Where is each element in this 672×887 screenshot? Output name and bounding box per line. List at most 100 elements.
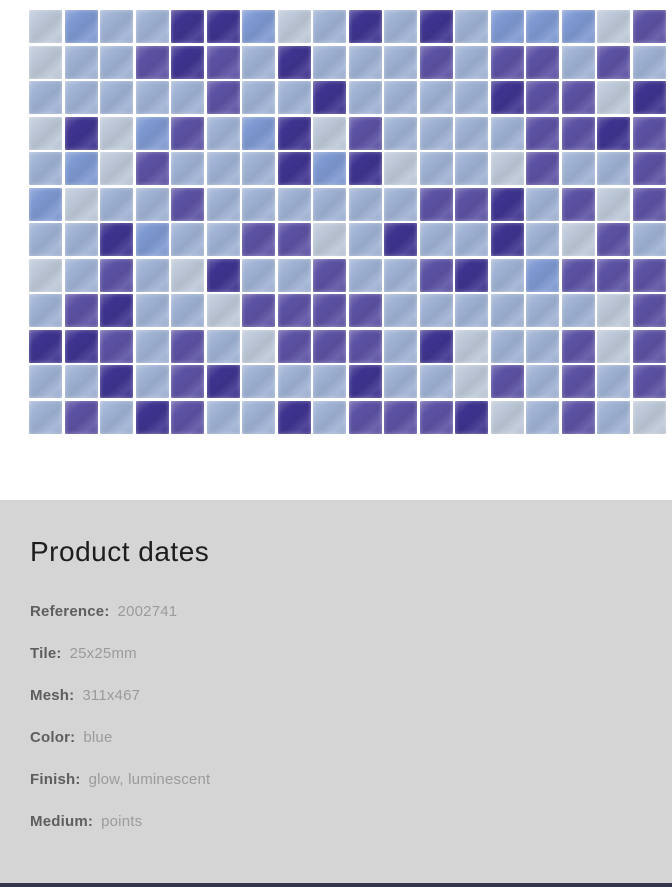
mosaic-tile	[100, 365, 133, 398]
mosaic-tile	[561, 152, 595, 185]
mosaic-tile	[277, 187, 311, 221]
product-field-row: Color: blue	[30, 730, 642, 745]
mosaic-tile	[384, 10, 417, 43]
mosaic-tile	[64, 329, 98, 363]
mosaic-tile	[348, 116, 382, 150]
mosaic-tile	[277, 223, 311, 256]
mosaic-tile	[171, 400, 204, 434]
mosaic-tile	[29, 81, 62, 114]
mosaic-tile	[206, 258, 240, 292]
mosaic-tile	[135, 365, 169, 398]
mosaic-tile	[64, 152, 98, 185]
mosaic-tile	[277, 400, 311, 434]
mosaic-tile	[597, 400, 630, 434]
mosaic-tile	[242, 152, 275, 185]
mosaic-tile	[206, 152, 240, 185]
mosaic-tile	[632, 294, 666, 327]
mosaic-tile	[242, 365, 275, 398]
product-field-row: Tile: 25x25mm	[30, 646, 642, 661]
mosaic-tile	[29, 294, 62, 327]
mosaic-tile	[135, 329, 169, 363]
mosaic-tile	[135, 81, 169, 114]
mosaic-tile	[277, 10, 311, 43]
mosaic-tile	[64, 294, 98, 327]
mosaic-tile	[561, 187, 595, 221]
mosaic-tile	[242, 187, 275, 221]
mosaic-tile	[419, 294, 453, 327]
mosaic-tile	[419, 10, 453, 43]
mosaic-tile	[171, 152, 204, 185]
mosaic-tile	[206, 223, 240, 256]
mosaic-tile	[277, 329, 311, 363]
mosaic-tile	[490, 152, 524, 185]
mosaic-tile	[29, 45, 62, 79]
field-value: 25x25mm	[69, 645, 137, 662]
mosaic-tile	[455, 294, 488, 327]
mosaic-tile	[100, 329, 133, 363]
mosaic-tile	[632, 45, 666, 79]
mosaic-tile	[419, 45, 453, 79]
mosaic-tile	[100, 400, 133, 434]
mosaic-tile	[206, 187, 240, 221]
mosaic-tile	[100, 223, 133, 256]
mosaic-tile	[526, 152, 559, 185]
mosaic-tile	[135, 400, 169, 434]
field-value: points	[101, 813, 143, 830]
mosaic-tile	[348, 187, 382, 221]
mosaic-tile	[64, 223, 98, 256]
mosaic-tile	[597, 223, 630, 256]
mosaic-tile	[419, 365, 453, 398]
mosaic-tile	[29, 365, 62, 398]
mosaic-tile	[597, 187, 630, 221]
mosaic-tile	[171, 258, 204, 292]
mosaic-tile	[135, 152, 169, 185]
mosaic-tile	[135, 294, 169, 327]
mosaic-tile	[632, 329, 666, 363]
mosaic-tile	[455, 187, 488, 221]
page-title: Product dates	[30, 536, 210, 567]
mosaic-tile	[526, 45, 559, 79]
mosaic-tile	[242, 45, 275, 79]
mosaic-tile	[242, 81, 275, 114]
product-info-panel: Product dates Reference: 2002741 Tile: 25x2…	[0, 500, 672, 887]
mosaic-tile	[313, 81, 346, 114]
mosaic-tile	[419, 223, 453, 256]
mosaic-tile	[384, 400, 417, 434]
mosaic-tile	[29, 329, 62, 363]
mosaic-tile	[206, 365, 240, 398]
mosaic-tile	[455, 45, 488, 79]
mosaic-tile	[206, 10, 240, 43]
field-label: Tile:	[30, 645, 62, 662]
mosaic-tile	[100, 187, 133, 221]
mosaic-tile	[526, 329, 559, 363]
mosaic-tile	[419, 81, 453, 114]
mosaic-tile	[242, 10, 275, 43]
mosaic-tile	[632, 10, 666, 43]
mosaic-tile	[348, 81, 382, 114]
mosaic-tile	[64, 81, 98, 114]
mosaic-tile	[277, 258, 311, 292]
mosaic-tile	[419, 258, 453, 292]
mosaic-tile	[632, 365, 666, 398]
mosaic-tile	[632, 116, 666, 150]
mosaic-tile	[597, 294, 630, 327]
mosaic-tile	[597, 329, 630, 363]
mosaic-tile	[632, 400, 666, 434]
mosaic-tile	[206, 329, 240, 363]
mosaic-tile	[135, 223, 169, 256]
mosaic-tile	[561, 10, 595, 43]
mosaic-tile	[526, 223, 559, 256]
mosaic-tile	[100, 116, 133, 150]
mosaic-tile	[455, 223, 488, 256]
mosaic-tile	[313, 329, 346, 363]
mosaic-tile	[455, 329, 488, 363]
mosaic-tile	[64, 10, 98, 43]
mosaic-tile	[242, 329, 275, 363]
mosaic-tile	[455, 10, 488, 43]
mosaic-tile	[348, 329, 382, 363]
mosaic-tile	[242, 258, 275, 292]
mosaic-tile	[277, 81, 311, 114]
mosaic-tile	[64, 45, 98, 79]
mosaic-tile	[455, 365, 488, 398]
mosaic-tile	[597, 116, 630, 150]
